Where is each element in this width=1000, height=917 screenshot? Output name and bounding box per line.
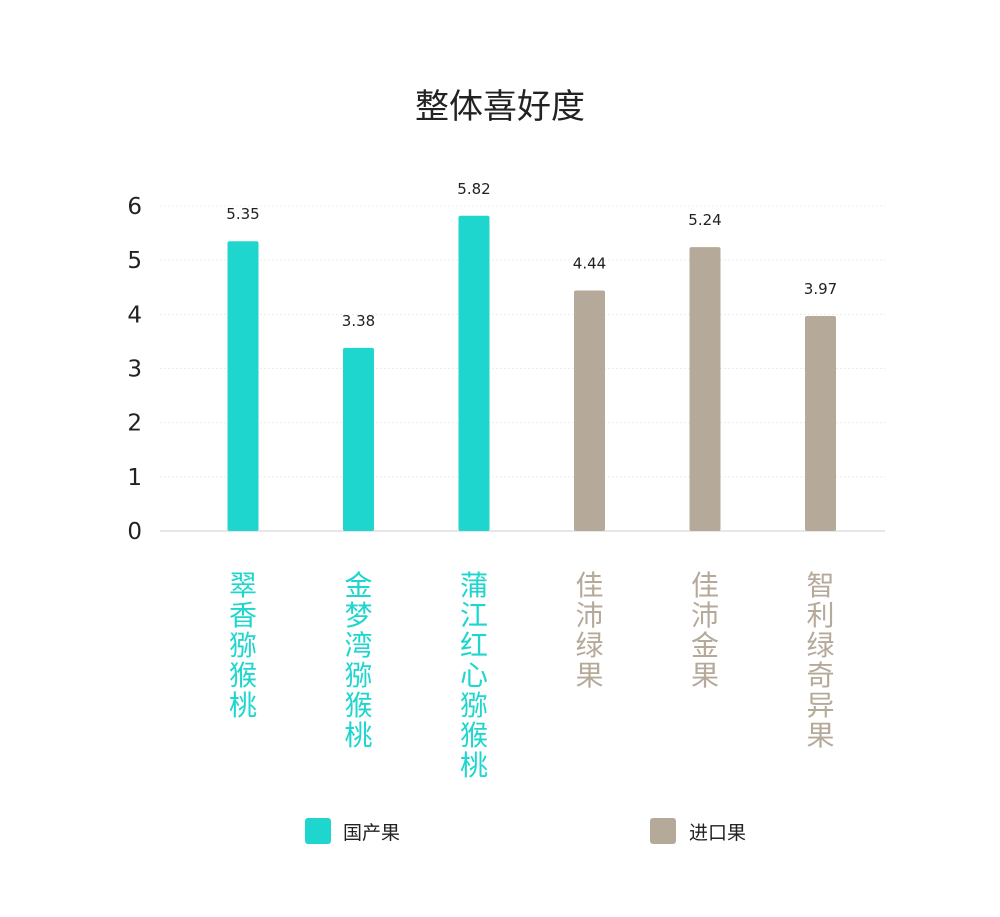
category-labels: 翠香猕猴桃 金梦湾猕猴桃 蒲江红心猕猴桃 佳沛绿果 佳沛金果 智利绿奇异果 — [229, 569, 835, 782]
bar — [574, 290, 605, 531]
y-tick-label: 3 — [127, 357, 142, 383]
y-tick-label: 1 — [127, 465, 142, 491]
y-tick-label: 6 — [127, 194, 142, 220]
bars — [227, 215, 836, 532]
value-label: 4.44 — [573, 255, 606, 273]
legend-swatch — [305, 818, 331, 844]
y-tick-label: 0 — [127, 519, 142, 545]
chart-title: 整体喜好度 — [415, 87, 585, 127]
category-label: 翠香猕猴桃 — [229, 569, 257, 722]
y-tick-label: 4 — [127, 302, 142, 328]
value-label: 3.97 — [804, 280, 837, 298]
bar — [343, 347, 374, 531]
category-label: 智利绿奇异果 — [806, 569, 834, 752]
value-label: 5.82 — [457, 180, 490, 198]
bar — [458, 215, 490, 531]
value-labels: 5.35 3.38 5.82 4.44 5.24 3.97 — [226, 180, 837, 330]
value-label: 5.35 — [226, 205, 259, 223]
value-label: 5.24 — [688, 211, 721, 229]
gridlines — [160, 205, 885, 532]
legend: 国产果 进口果 — [305, 818, 746, 844]
legend-swatch — [650, 818, 676, 844]
category-label: 蒲江红心猕猴桃 — [460, 569, 488, 782]
y-tick-label: 2 — [127, 411, 142, 437]
bar — [689, 247, 721, 531]
category-label: 佳沛金果 — [691, 569, 719, 692]
value-label: 3.38 — [342, 312, 375, 330]
legend-label: 进口果 — [689, 822, 746, 844]
category-label: 金梦湾猕猴桃 — [344, 569, 372, 752]
legend-label: 国产果 — [343, 822, 400, 844]
category-label: 佳沛绿果 — [575, 569, 603, 692]
y-tick-label: 5 — [127, 248, 142, 274]
bar — [227, 241, 259, 532]
bar — [805, 315, 836, 531]
y-axis-ticks: 0 1 2 3 4 5 6 — [127, 194, 142, 545]
